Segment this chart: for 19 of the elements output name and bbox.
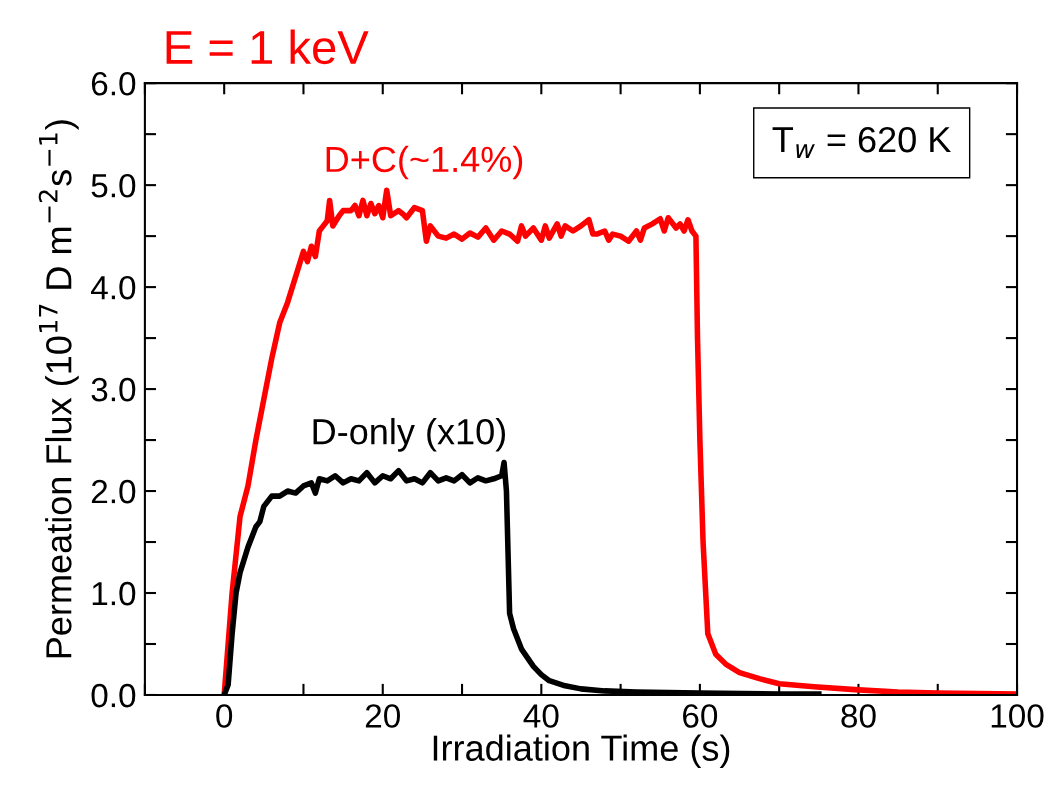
x-axis-title: Irradiation Time (s) xyxy=(433,734,730,769)
y-tick-label: 3.0 xyxy=(91,377,136,402)
series-label: D-only (x10) xyxy=(313,417,506,452)
x-tick-label: 20 xyxy=(365,704,400,728)
y-tick-label: 5.0 xyxy=(91,173,136,198)
x-tick-label: 100 xyxy=(991,704,1044,728)
series-label: D+C(~1.4%) xyxy=(326,145,523,180)
x-tick-label: 40 xyxy=(523,704,559,728)
x-tick-label: 80 xyxy=(841,704,876,728)
y-tick-label: 2.0 xyxy=(91,479,136,504)
y-tick-label: 1.0 xyxy=(92,581,136,606)
y-tick-label: 4.0 xyxy=(91,275,136,300)
x-tick-label: 60 xyxy=(683,704,718,728)
x-tick-label: 0 xyxy=(216,704,233,728)
y-tick-label: 0.0 xyxy=(91,683,136,708)
y-axis-title: Permeation Flux (10$^{17}$ D m$^{−2}$s$^{−1}$) xyxy=(38,120,79,658)
annotation: T$_{w}$ = 620 K xyxy=(772,126,951,159)
chart-title: E = 1 keV xyxy=(166,29,369,65)
y-tick-label: 6.0 xyxy=(91,71,136,96)
